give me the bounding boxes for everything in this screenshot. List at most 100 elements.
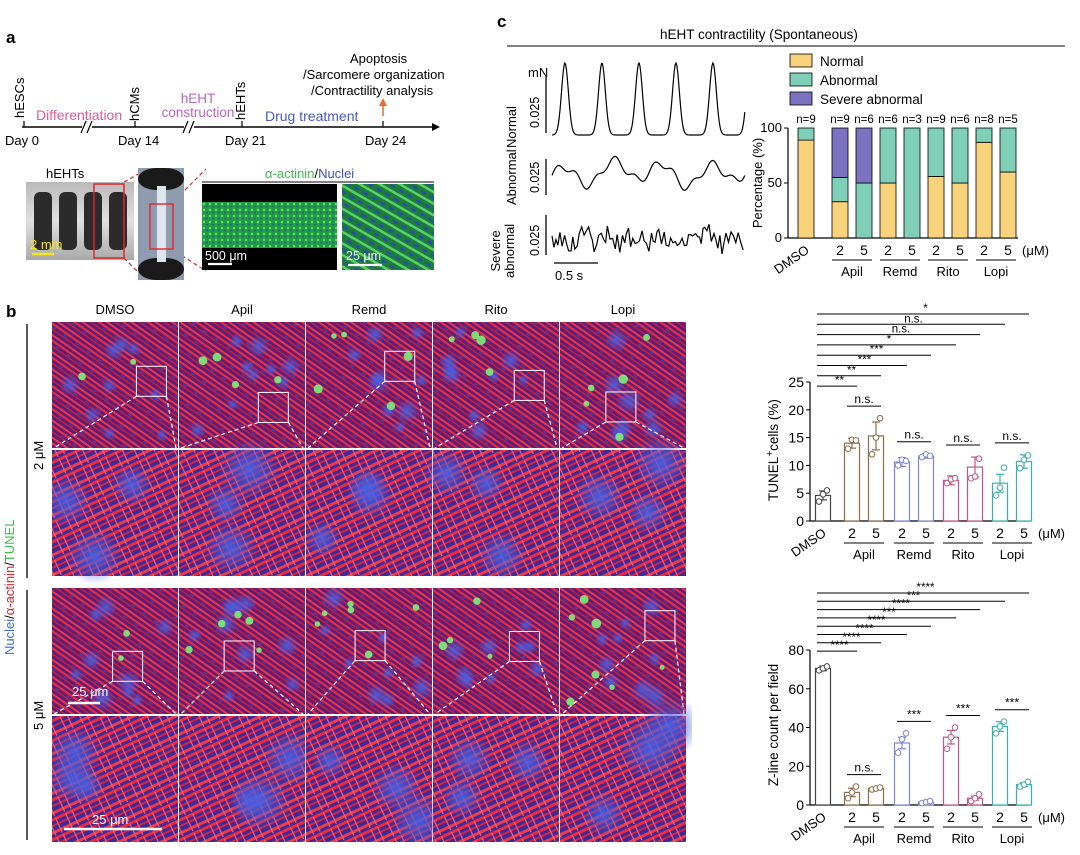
tunel-spot [217, 619, 226, 628]
nucleus-spot [101, 377, 117, 394]
tunel-spot [274, 376, 282, 384]
nucleus-spot [484, 671, 498, 685]
nucleus-spot [478, 636, 500, 658]
chart2-ylabel-rest: cells (%) [766, 399, 781, 451]
chart3-point-5-2 [951, 724, 959, 731]
tunel-spot [487, 653, 493, 659]
nucleus-spot [68, 667, 84, 683]
chart1-bar-0-0 [797, 139, 815, 239]
chart2-bar-5 [942, 479, 960, 522]
nucleus-spot [466, 464, 506, 504]
tunel-spot [341, 331, 347, 338]
stain-label-a: α-actinin/Nuclei [265, 166, 354, 181]
chart1-group-apil: Apil [841, 264, 863, 279]
nucleus-spot [311, 742, 348, 779]
nucleus-spot [640, 595, 663, 618]
tunel-spot [583, 400, 590, 407]
tunel-spot [587, 384, 595, 392]
tunel-spot [234, 610, 242, 619]
readout-sarcomere: /Sarcomere organization [303, 67, 445, 82]
tunel-spot [485, 368, 494, 376]
zoom-box [644, 610, 676, 642]
chart3-group-apil: Apil [853, 831, 875, 846]
chart2-tick-dmso: DMSO [788, 525, 829, 560]
chart3-bar-0 [814, 667, 832, 806]
tunel-spot [314, 621, 321, 627]
chart1-bar-8-0 [999, 171, 1017, 239]
tunel-spot [448, 336, 455, 343]
chart2-pair-sig-3: n.s. [904, 428, 923, 442]
chart2-point-8-0 [1016, 464, 1024, 472]
tunel-spot [659, 664, 665, 670]
tunel-spot [331, 333, 337, 339]
chart1-bar-3-0 [879, 182, 897, 239]
chart2-tick-6: 5 [971, 525, 979, 541]
chart1-tick-5: 2 [932, 242, 940, 258]
chart1-unit-label: (μM) [1022, 243, 1049, 258]
micrograph-lopi-5um-zoom [560, 695, 692, 842]
chart2-point-2-0 [868, 450, 876, 458]
nucleus-spot [66, 527, 123, 585]
nucleus-spot [154, 617, 175, 638]
fluorescent-tissue-high [342, 184, 434, 270]
nucleus-spot [467, 419, 490, 442]
tunel-spot [618, 374, 628, 384]
chart1-ylabel: Percentage (%) [750, 138, 765, 228]
chart3-point-2-2 [876, 784, 884, 791]
nucleus-spot [574, 471, 626, 523]
chart1-legend-swatch-2 [789, 91, 813, 106]
chart1-bar-1-2 [831, 127, 849, 178]
chart1-ytick-label: 100 [760, 120, 782, 135]
col-label-rito: Rito [484, 302, 508, 317]
tunel-spot [579, 594, 589, 604]
chart1-bar-0-1 [797, 127, 815, 141]
chart2-sig-3: *** [858, 355, 872, 367]
chart3-point-7-1 [996, 723, 1004, 730]
tunel-spot [568, 614, 576, 621]
tunel-spot [615, 432, 624, 442]
tunel-spot [591, 618, 602, 629]
stain-actinin-a: α-actinin [265, 166, 315, 181]
zoom-line [287, 422, 304, 449]
chart2-pair-sig-5: n.s. [953, 431, 972, 445]
chart2-sig-1: ** [835, 375, 844, 387]
nucleus-spot [186, 627, 203, 643]
chart1-ytick-label: 0 [775, 230, 782, 245]
nucleus-spot [346, 471, 394, 519]
nucleus-spot [229, 770, 290, 832]
chart2-tick-3: 2 [898, 525, 906, 541]
tunel-spot [446, 636, 454, 644]
micrograph-remd-5um-zoom [306, 716, 448, 842]
chart2-tick-5: 2 [947, 525, 955, 541]
micrograph-apil-5um-zoom [179, 716, 318, 842]
chart1-tick-6: 5 [956, 242, 964, 258]
contractility-traces [545, 61, 746, 264]
chart3-ylabel: Z-line count per field [766, 664, 781, 786]
nucleus-spot [284, 675, 302, 693]
zoom-line [307, 660, 356, 715]
nucleus-spot [573, 418, 592, 437]
chart2-point-2-2 [876, 414, 884, 422]
chart3-pair-sig-5: *** [956, 702, 970, 716]
chart1-bar-1-0 [831, 201, 849, 239]
zoom-box [513, 369, 545, 401]
chart1-bar-3-1 [879, 127, 897, 184]
tunel-spot [347, 600, 354, 608]
chart2-ytick-label: 20 [788, 402, 804, 418]
chart2-group-remd: Remd [897, 547, 932, 562]
nucleus-spot [499, 349, 522, 372]
chart1-bar-6-0 [951, 182, 969, 239]
chart2-point-0-2 [823, 487, 831, 494]
micrograph-dmso-2um-zoom [52, 450, 178, 585]
chart2-tick-1: 2 [848, 525, 856, 541]
zoom-box [354, 630, 386, 662]
nucleus-spot [245, 366, 261, 383]
title-underline-c [507, 45, 1065, 47]
tunel-spot [403, 351, 413, 361]
micrograph-rito-2um-zoom [422, 450, 559, 580]
chart1-n-label-8: n=5 [998, 114, 1018, 126]
chart3-ytick-label: 60 [788, 681, 804, 697]
panel-a-label: a [6, 28, 16, 47]
tunel-spot [245, 616, 254, 625]
